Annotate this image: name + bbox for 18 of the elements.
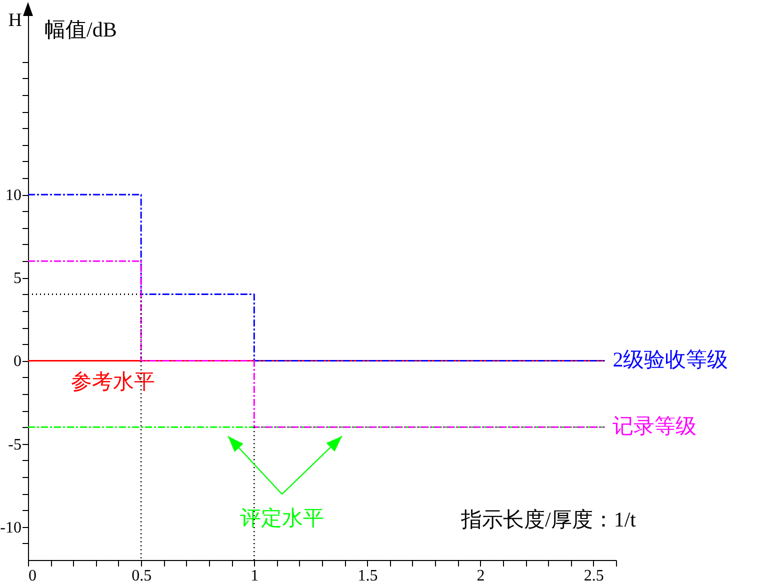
y-tick-label: 0 (14, 353, 22, 370)
series-label: 参考水平 (71, 370, 155, 394)
text: H (8, 10, 22, 31)
x-tick-label: 0 (28, 568, 36, 584)
x-tick-label: 1 (250, 568, 259, 584)
y-tick-label: -10 (0, 519, 22, 536)
x-tick-label: 2.5 (584, 568, 604, 584)
x-tick-label: 2 (476, 568, 485, 584)
text: 评定水平 (240, 506, 324, 530)
x-tick-label: 0.5 (132, 568, 152, 584)
series-label: 记录等级 (612, 414, 697, 438)
x-axis-title: 指示长度/厚度：1/t (460, 508, 636, 532)
x-tick-label: 1.5 (358, 568, 378, 584)
y-tick-label: 5 (14, 270, 22, 288)
y-tick-label: 10 (6, 187, 22, 204)
y-tick-label: -5 (8, 436, 22, 454)
y-axis-title: 幅值/dB (44, 18, 117, 42)
series-label: 2级验收等级 (612, 348, 728, 372)
